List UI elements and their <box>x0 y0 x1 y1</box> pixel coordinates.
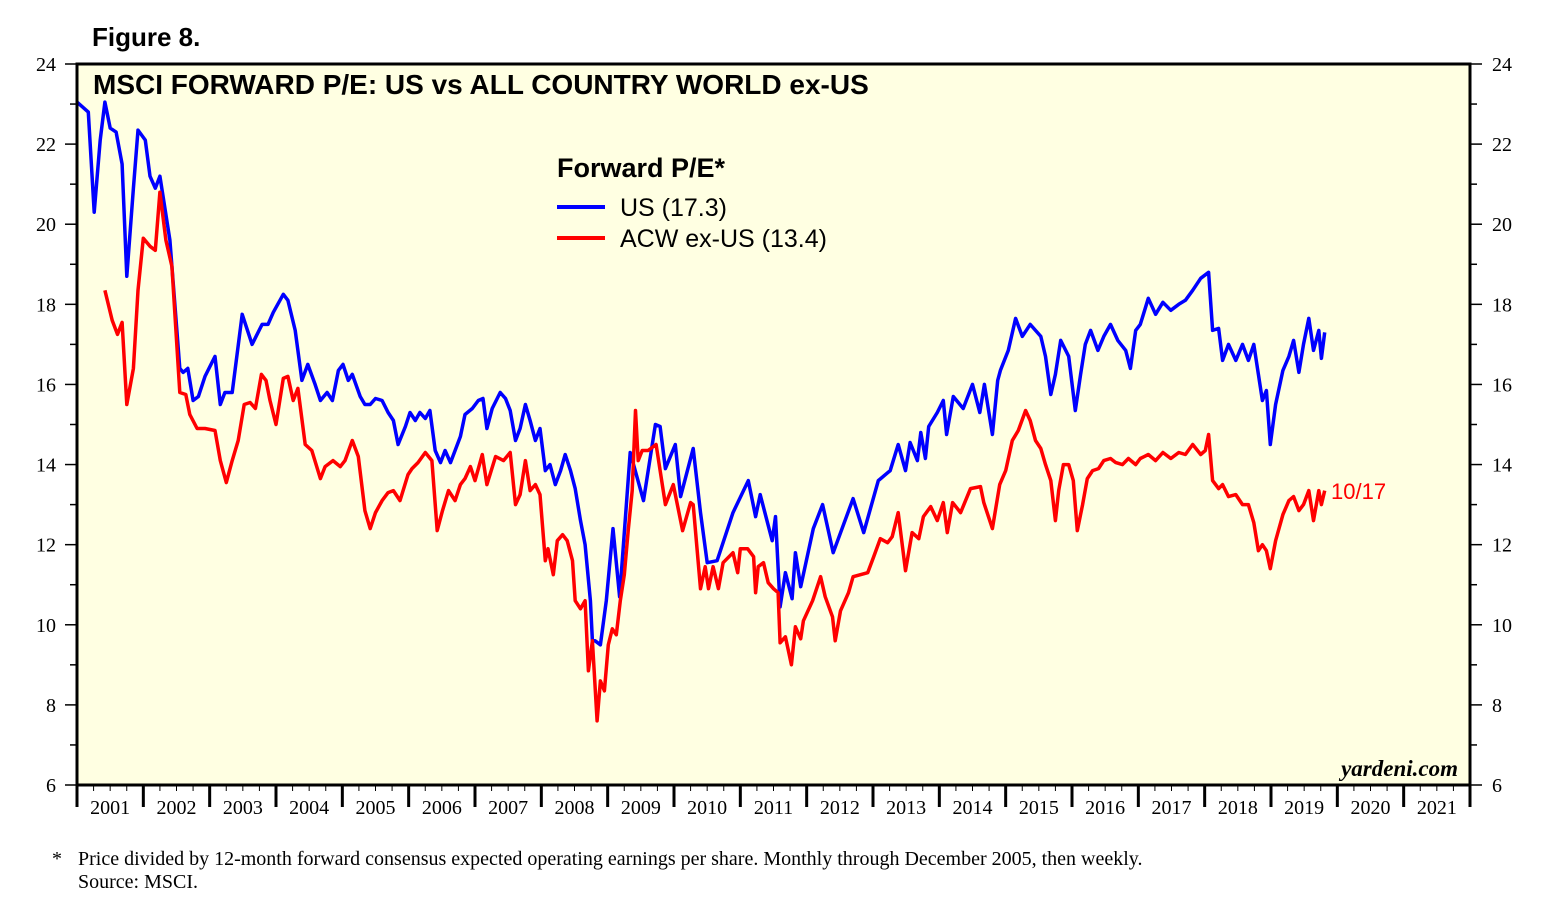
series-line-us <box>75 100 1327 647</box>
x-tick-label: 2005 <box>356 797 396 819</box>
x-tick-label: 2014 <box>953 797 993 819</box>
x-tick-label: 2010 <box>687 797 727 819</box>
y-tick-label-right: 12 <box>1492 535 1512 557</box>
x-tick-label: 2001 <box>90 797 130 819</box>
y-tick-label-right: 16 <box>1492 374 1512 396</box>
x-tick-label: 2008 <box>555 797 595 819</box>
footnote-star: * <box>52 848 62 870</box>
chart-title: MSCI FORWARD P/E: US vs ALL COUNTRY WORL… <box>93 69 869 100</box>
y-tick-label-right: 20 <box>1492 214 1512 236</box>
end-date-label: 10/17 <box>1331 479 1386 504</box>
plot-area <box>77 64 1470 785</box>
y-tick-label-left: 22 <box>36 134 56 156</box>
x-tick-label: 2016 <box>1085 797 1125 819</box>
y-tick-label-right: 14 <box>1492 455 1512 477</box>
y-tick-label-right: 8 <box>1492 695 1502 717</box>
y-tick-label-left: 8 <box>46 695 56 717</box>
x-tick-label: 2015 <box>1019 797 1059 819</box>
series-line-acw-ex-us <box>103 190 1327 723</box>
y-tick-label-left: 6 <box>46 775 56 797</box>
x-tick-label: 2018 <box>1218 797 1258 819</box>
legend-label-acw: ACW ex-US (13.4) <box>620 225 827 253</box>
y-tick-label-left: 18 <box>36 294 56 316</box>
y-tick-label-right: 18 <box>1492 294 1512 316</box>
x-tick-label: 2021 <box>1417 797 1457 819</box>
x-tick-label: 2019 <box>1284 797 1324 819</box>
legend-label-us: US (17.3) <box>620 194 727 222</box>
y-tick-label-left: 24 <box>36 54 56 76</box>
y-tick-label-right: 24 <box>1492 54 1512 76</box>
series-lines <box>75 100 1327 723</box>
x-tick-label: 2003 <box>223 797 263 819</box>
legend-title: Forward P/E* <box>557 153 726 183</box>
x-tick-label: 2017 <box>1152 797 1192 819</box>
figure-label: Figure 8. <box>92 22 200 52</box>
footnote-source: Source: MSCI. <box>78 871 198 893</box>
y-tick-label-left: 20 <box>36 214 56 236</box>
y-tick-label-right: 10 <box>1492 615 1512 637</box>
x-tick-label: 2006 <box>422 797 462 819</box>
x-tick-label: 2009 <box>621 797 661 819</box>
x-tick-label: 2013 <box>886 797 926 819</box>
x-tick-label: 2007 <box>488 797 528 819</box>
x-tick-label: 2011 <box>754 797 793 819</box>
x-tick-label: 2012 <box>820 797 860 819</box>
y-tick-label-left: 16 <box>36 374 56 396</box>
x-tick-label: 2002 <box>157 797 197 819</box>
y-tick-label-left: 10 <box>36 615 56 637</box>
y-tick-label-left: 12 <box>36 535 56 557</box>
footnote-text: Price divided by 12-month forward consen… <box>78 848 1143 870</box>
plot-border <box>75 62 1472 787</box>
y-tick-label-left: 14 <box>36 455 56 477</box>
x-tick-label: 2004 <box>289 797 329 819</box>
y-tick-label-right: 22 <box>1492 134 1512 156</box>
y-tick-label-right: 6 <box>1492 775 1502 797</box>
watermark: yardeni.com <box>1338 756 1458 781</box>
x-tick-label: 2020 <box>1351 797 1391 819</box>
legend: Forward P/E* US (17.3) ACW ex-US (13.4) <box>557 153 827 253</box>
